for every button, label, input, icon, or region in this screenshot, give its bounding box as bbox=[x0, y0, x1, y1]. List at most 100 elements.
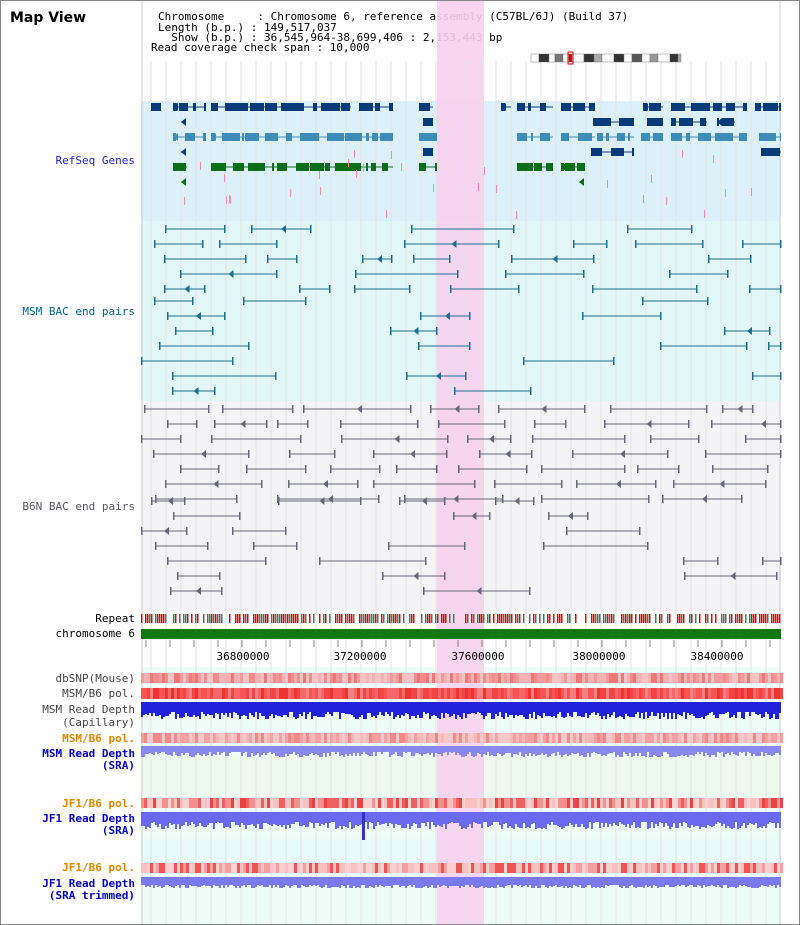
heatmap-cell bbox=[567, 733, 570, 743]
read-depth-bar bbox=[771, 877, 773, 886]
read-depth-bar bbox=[609, 877, 611, 885]
heatmap-cell bbox=[618, 673, 621, 683]
heatmap-cell bbox=[225, 688, 228, 699]
heatmap-cell bbox=[438, 733, 441, 743]
read-depth-bar bbox=[335, 746, 337, 754]
refseq-track-label[interactable]: RefSeq Genes bbox=[56, 154, 135, 167]
read-depth-bar bbox=[297, 812, 299, 822]
heatmap-cell bbox=[162, 673, 165, 683]
read-depth-bar bbox=[201, 702, 203, 712]
heatmap-cell bbox=[756, 863, 759, 873]
read-depth-bar bbox=[401, 746, 403, 757]
read-depth-bar bbox=[539, 812, 541, 828]
heatmap-cell bbox=[561, 733, 564, 743]
repeat-element bbox=[367, 614, 369, 623]
heatmap-cell bbox=[243, 733, 246, 743]
read-depth-bar bbox=[385, 746, 387, 752]
bac-end-mark bbox=[248, 342, 250, 350]
read-depth-bar bbox=[759, 746, 761, 756]
read-depth-bar bbox=[713, 702, 715, 715]
read-depth-bar bbox=[187, 746, 189, 753]
read-depth-bar bbox=[733, 746, 735, 754]
read-depth-bar bbox=[491, 746, 493, 755]
heatmap-cell bbox=[321, 798, 324, 808]
bac-end-mark bbox=[245, 255, 247, 263]
heatmap-cell bbox=[504, 673, 507, 683]
heatmap-cell bbox=[354, 798, 357, 808]
read-depth-bar bbox=[711, 746, 713, 755]
heatmap-cell bbox=[579, 798, 582, 808]
bac-end-mark bbox=[379, 465, 381, 473]
heatmap-cell bbox=[171, 863, 174, 873]
repeat-element bbox=[157, 614, 159, 623]
read-depth-bar bbox=[635, 746, 637, 753]
heatmap-cell bbox=[327, 688, 330, 699]
read-depth-bar bbox=[301, 746, 303, 757]
read-depth-bar bbox=[279, 877, 281, 888]
heatmap-cell bbox=[141, 688, 144, 699]
read-depth-bar bbox=[695, 812, 697, 826]
read-depth-bar bbox=[217, 746, 219, 752]
read-depth-bar bbox=[393, 702, 395, 719]
read-depth-bar bbox=[193, 877, 195, 886]
read-depth-bar bbox=[299, 877, 301, 888]
heatmap-cell bbox=[345, 688, 348, 699]
read-depth-bar bbox=[561, 746, 563, 757]
gene-exon bbox=[204, 103, 206, 111]
b6n-bac-track-label[interactable]: B6N BAC end pairs bbox=[22, 500, 135, 513]
heatmap-cell bbox=[387, 798, 390, 808]
heatmap-cell bbox=[543, 688, 546, 699]
heatmap-cell bbox=[708, 733, 711, 743]
read-depth-bar bbox=[191, 746, 193, 757]
repeat-element bbox=[575, 614, 577, 623]
heatmap-cell bbox=[621, 863, 624, 873]
read-depth-bar bbox=[207, 746, 209, 755]
bac-end-mark bbox=[705, 450, 707, 458]
read-depth-bar bbox=[419, 812, 421, 828]
heatmap-cell bbox=[336, 798, 339, 808]
bac-end-mark bbox=[769, 327, 771, 335]
heatmap-cell bbox=[552, 798, 555, 808]
msm-bac-track-label[interactable]: MSM BAC end pairs bbox=[22, 305, 135, 318]
bac-end-mark bbox=[724, 327, 726, 335]
repeat-element bbox=[679, 614, 681, 623]
jf1-depth-trimmed-label-1: JF1 Read Depth bbox=[42, 877, 135, 890]
heatmap-cell bbox=[195, 688, 198, 699]
read-depth-bar bbox=[173, 702, 175, 712]
heatmap-cell bbox=[402, 733, 405, 743]
read-depth-bar bbox=[497, 702, 499, 716]
read-depth-bar bbox=[239, 746, 241, 752]
heatmap-cell bbox=[261, 798, 264, 808]
read-depth-bar bbox=[615, 702, 617, 718]
read-depth-bar bbox=[243, 702, 245, 715]
jf1-b6-pol-label-2: JF1/B6 pol. bbox=[62, 861, 135, 874]
read-depth-bar bbox=[529, 812, 531, 828]
heatmap-cell bbox=[480, 733, 483, 743]
read-depth-bar bbox=[347, 877, 349, 885]
read-depth-bar bbox=[525, 746, 527, 754]
bac-end-mark bbox=[780, 557, 782, 565]
heatmap-cell bbox=[252, 688, 255, 699]
heatmap-cell bbox=[486, 733, 489, 743]
read-depth-bar bbox=[205, 812, 207, 827]
bac-end-mark bbox=[410, 405, 412, 413]
read-depth-bar bbox=[245, 702, 247, 716]
heatmap-cell bbox=[405, 733, 408, 743]
heatmap-cell bbox=[198, 688, 201, 699]
read-depth-bar bbox=[513, 812, 515, 829]
heatmap-cell bbox=[297, 798, 300, 808]
read-depth-bar bbox=[501, 812, 503, 829]
heatmap-cell bbox=[498, 863, 501, 873]
read-depth-bar bbox=[307, 702, 309, 714]
repeat-element bbox=[151, 614, 153, 623]
heatmap-cell bbox=[504, 798, 507, 808]
read-depth-bar bbox=[369, 702, 371, 713]
read-depth-bar bbox=[753, 702, 755, 712]
heatmap-cell bbox=[318, 798, 321, 808]
read-depth-bar bbox=[391, 812, 393, 824]
read-depth-bar bbox=[465, 702, 467, 718]
heatmap-cell bbox=[180, 733, 183, 743]
bac-end-mark bbox=[167, 312, 169, 320]
gene-strand-arrow bbox=[579, 178, 584, 186]
